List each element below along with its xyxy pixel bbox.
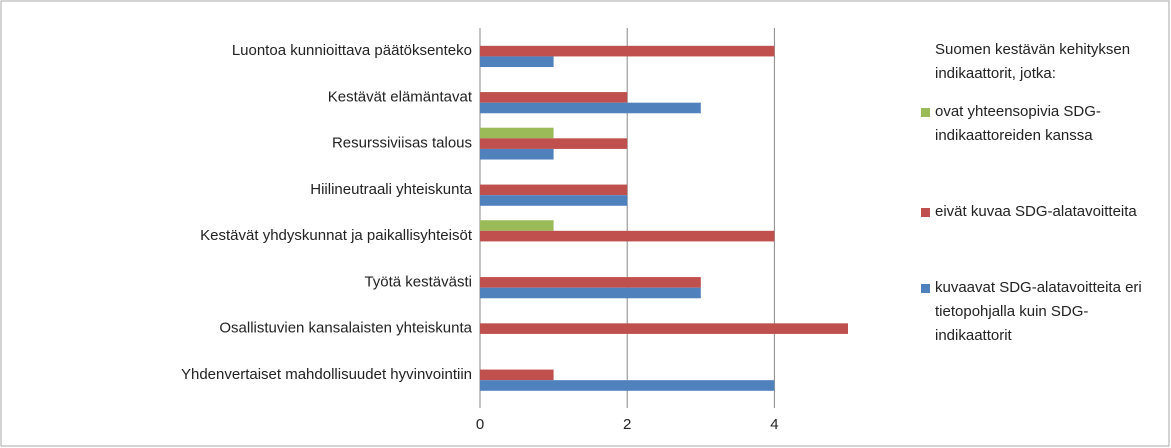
y-tick-label: Yhdenvertaiset mahdollisuudet hyvinvoint… [181, 366, 472, 383]
legend-swatch [921, 208, 930, 217]
bar [480, 195, 628, 206]
bar [480, 148, 554, 160]
bar [480, 45, 775, 57]
legend-label: ovat yhteensopivia SDG-indikaattoreiden … [935, 103, 1101, 144]
legend-item: eivät kuvaa SDG-alatavoitteita [921, 200, 1160, 224]
y-tick-label: Työtä kestävästi [364, 273, 472, 290]
legend-label: kuvaavat SDG-alatavoitteita eri tietopoh… [935, 279, 1142, 344]
legend-swatch [921, 108, 930, 117]
bar [480, 56, 554, 68]
x-tick-label: 0 [476, 416, 484, 433]
bar [480, 287, 701, 299]
bar [480, 184, 628, 196]
y-tick-label: Hiilineutraali yhteiskunta [310, 181, 472, 198]
bar [480, 138, 628, 149]
x-tick-label: 4 [770, 416, 778, 433]
y-tick-label: Resurssiviisas talous [332, 135, 472, 152]
y-tick-label: Kestävät elämäntavat [328, 88, 473, 105]
bar [480, 380, 775, 391]
bar [480, 102, 701, 114]
bar [480, 220, 554, 231]
bar [480, 92, 628, 103]
y-tick-label: Luontoa kunnioittava päätöksenteko [232, 42, 472, 59]
bar [480, 369, 554, 381]
legend-title: Suomen kestävän kehityksen indikaattorit… [935, 41, 1131, 82]
legend-label: eivät kuvaa SDG-alatavoitteita [935, 203, 1137, 220]
legend-swatch [921, 284, 930, 293]
legend: Suomen kestävän kehityksen indikaattorit… [921, 38, 1160, 348]
y-tick-label: Kestävät yhdyskunnat ja paikallisyhteisö… [200, 227, 473, 244]
bar [480, 323, 848, 334]
legend-item: kuvaavat SDG-alatavoitteita eri tietopoh… [921, 276, 1160, 348]
bar [480, 230, 775, 242]
bar [480, 277, 701, 288]
y-tick-label: Osallistuvien kansalaisten yhteiskunta [219, 320, 472, 337]
bar [480, 127, 554, 139]
legend-item: ovat yhteensopivia SDG-indikaattoreiden … [921, 100, 1160, 148]
x-tick-label: 2 [623, 416, 631, 433]
